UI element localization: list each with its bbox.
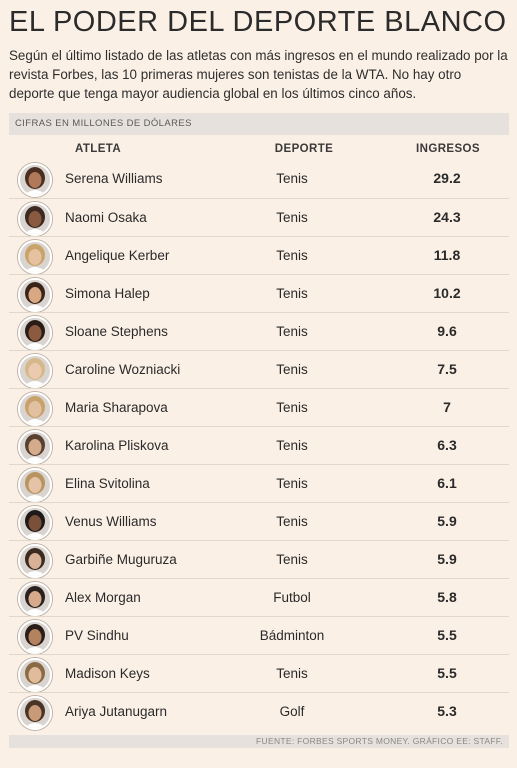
table-row: Garbiñe Muguruza Tenis 5.9 (9, 540, 509, 578)
athlete-portrait-icon (18, 316, 52, 350)
athlete-name: Maria Sharapova (65, 400, 168, 415)
athlete-income: 5.8 (437, 589, 457, 605)
table-row: Karolina Pliskova Tenis 6.3 (9, 426, 509, 464)
athlete-portrait-icon (18, 544, 52, 578)
table-row: Madison Keys Tenis 5.5 (9, 654, 509, 692)
table-row: Venus Williams Tenis 5.9 (9, 502, 509, 540)
table-row: PV Sindhu Bádminton 5.5 (9, 616, 509, 654)
athlete-sport: Tenis (276, 362, 308, 377)
table-row: Ariya Jutanugarn Golf 5.3 (9, 692, 509, 730)
athlete-portrait-icon (18, 278, 52, 312)
athlete-portrait-icon (18, 240, 52, 274)
athlete-portrait-icon (18, 620, 52, 654)
athlete-sport: Futbol (273, 590, 311, 605)
column-header-athlete: ATLETA (75, 143, 122, 155)
athlete-income: 6.1 (437, 475, 457, 491)
athlete-name: Ariya Jutanugarn (65, 704, 168, 719)
athlete-income: 7 (443, 399, 451, 415)
table-row: Maria Sharapova Tenis 7 (9, 388, 509, 426)
athlete-name: Simona Halep (65, 286, 150, 301)
athlete-sport: Tenis (276, 476, 308, 491)
table-row: Serena Williams Tenis 29.2 (9, 160, 509, 198)
athlete-name: Elina Svitolina (65, 476, 150, 491)
athlete-portrait-icon (18, 468, 52, 502)
source-credit: FUENTE: FORBES SPORTS MONEY. GRÁFICO EE:… (9, 735, 509, 748)
athlete-name: Garbiñe Muguruza (65, 552, 177, 567)
athlete-portrait-icon (18, 506, 52, 540)
athlete-name: Alex Morgan (65, 590, 141, 605)
athlete-income: 5.9 (437, 513, 457, 529)
athlete-sport: Tenis (276, 514, 308, 529)
column-header-sport: DEPORTE (274, 143, 334, 155)
table-row: Naomi Osaka Tenis 24.3 (9, 198, 509, 236)
athlete-name: Sloane Stephens (65, 324, 168, 339)
table-row: Elina Svitolina Tenis 6.1 (9, 464, 509, 502)
athletes-table: ATLETA DEPORTE INGRESOS Serena Williams T… (9, 138, 509, 730)
athlete-income: 5.9 (437, 551, 457, 567)
athlete-portrait-icon (18, 202, 52, 236)
athlete-income: 5.3 (437, 703, 457, 719)
athlete-portrait-icon (18, 658, 52, 692)
athlete-portrait-icon (18, 163, 52, 197)
units-label: CIFRAS EN MILLONES DE DÓLARES (9, 113, 509, 135)
table-row: Sloane Stephens Tenis 9.6 (9, 312, 509, 350)
athlete-name: Venus Williams (65, 514, 157, 529)
athlete-name: PV Sindhu (65, 628, 129, 643)
athlete-income: 24.3 (433, 209, 461, 225)
table-body: Serena Williams Tenis 29.2 Naomi Osaka Tenis… (9, 160, 509, 730)
athlete-portrait-icon (18, 582, 52, 616)
athlete-portrait-icon (18, 696, 52, 730)
athlete-sport: Bádminton (259, 628, 325, 643)
athlete-portrait-icon (18, 392, 52, 426)
athlete-income: 11.8 (433, 247, 461, 263)
athlete-name: Naomi Osaka (65, 210, 147, 225)
table-row: Caroline Wozniacki Tenis 7.5 (9, 350, 509, 388)
athlete-name: Karolina Pliskova (65, 438, 169, 453)
athlete-portrait-icon (18, 430, 52, 464)
athlete-income: 9.6 (437, 323, 457, 339)
athlete-sport: Golf (279, 704, 305, 719)
athlete-income: 6.3 (437, 437, 457, 453)
athlete-portrait-icon (18, 354, 52, 388)
athlete-name: Serena Williams (65, 171, 163, 186)
table-row: Simona Halep Tenis 10.2 (9, 274, 509, 312)
intro-paragraph: Según el último listado de las atletas c… (9, 48, 508, 101)
athlete-income: 10.2 (433, 285, 461, 301)
page-title: EL PODER DEL DEPORTE BLANCO (9, 6, 507, 38)
athlete-sport: Tenis (276, 438, 308, 453)
athlete-sport: Tenis (276, 171, 308, 186)
athlete-sport: Tenis (276, 210, 308, 225)
athlete-income: 7.5 (437, 361, 457, 377)
athlete-sport: Tenis (276, 286, 308, 301)
athlete-income: 29.2 (433, 170, 461, 186)
athlete-sport: Tenis (276, 400, 308, 415)
athlete-name: Madison Keys (65, 666, 150, 681)
athlete-sport: Tenis (276, 666, 308, 681)
athlete-name: Caroline Wozniacki (65, 362, 181, 377)
column-header-income: INGRESOS (416, 143, 480, 155)
athlete-income: 5.5 (437, 665, 457, 681)
athlete-sport: Tenis (276, 552, 308, 567)
athlete-sport: Tenis (276, 248, 308, 263)
athlete-income: 5.5 (437, 627, 457, 643)
athlete-sport: Tenis (276, 324, 308, 339)
table-row: Alex Morgan Futbol 5.8 (9, 578, 509, 616)
table-row: Angelique Kerber Tenis 11.8 (9, 236, 509, 274)
table-header: ATLETA DEPORTE INGRESOS (9, 138, 509, 160)
athlete-name: Angelique Kerber (65, 248, 170, 263)
